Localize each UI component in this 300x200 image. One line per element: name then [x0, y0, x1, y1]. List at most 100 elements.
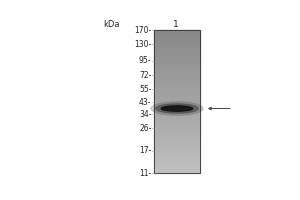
Bar	[154, 106, 200, 107]
Bar	[154, 140, 200, 142]
Bar	[154, 66, 200, 67]
Bar	[154, 70, 200, 72]
Bar	[154, 143, 200, 145]
Bar	[154, 87, 200, 89]
Bar	[154, 129, 200, 130]
Bar	[154, 60, 200, 62]
Text: 26-: 26-	[139, 124, 152, 133]
Bar	[154, 126, 200, 128]
Bar	[154, 139, 200, 140]
Bar	[154, 122, 200, 123]
Bar	[154, 57, 200, 59]
Bar	[154, 105, 200, 106]
Bar	[154, 93, 200, 95]
Bar	[154, 56, 200, 57]
Bar	[154, 165, 200, 166]
Bar	[154, 145, 200, 146]
Bar	[154, 159, 200, 160]
Bar	[154, 113, 200, 115]
Text: 43-: 43-	[139, 98, 152, 107]
Text: 1: 1	[173, 20, 179, 29]
Bar	[154, 112, 200, 113]
Bar	[154, 42, 200, 43]
Bar	[154, 90, 200, 92]
Text: kDa: kDa	[103, 20, 120, 29]
Bar	[154, 100, 200, 102]
Bar	[154, 59, 200, 60]
Bar	[154, 160, 200, 162]
Bar	[154, 76, 200, 77]
Bar	[154, 169, 200, 171]
Bar	[154, 107, 200, 109]
Text: 17-: 17-	[139, 146, 152, 155]
Bar	[154, 171, 200, 172]
Bar	[154, 75, 200, 76]
Bar	[154, 83, 200, 85]
Bar	[154, 162, 200, 163]
Bar	[154, 163, 200, 165]
Text: 11-: 11-	[139, 169, 152, 178]
Bar	[154, 65, 200, 66]
Bar	[154, 62, 200, 63]
Ellipse shape	[156, 104, 198, 113]
Bar	[154, 30, 200, 173]
Bar	[154, 33, 200, 34]
Bar	[154, 130, 200, 132]
Bar	[154, 50, 200, 52]
Text: 95-: 95-	[139, 56, 152, 65]
Bar	[154, 123, 200, 125]
Bar	[154, 82, 200, 83]
Bar	[154, 67, 200, 69]
Bar	[154, 110, 200, 112]
Bar	[154, 116, 200, 118]
Bar	[154, 53, 200, 55]
Bar	[154, 30, 200, 32]
Bar	[154, 138, 200, 139]
Bar	[154, 55, 200, 56]
Bar	[154, 34, 200, 36]
Bar	[154, 52, 200, 53]
Text: 55-: 55-	[139, 85, 152, 94]
Bar	[154, 69, 200, 70]
Bar	[154, 37, 200, 39]
Bar	[154, 149, 200, 150]
Text: 34-: 34-	[139, 110, 152, 119]
Text: 170-: 170-	[134, 26, 152, 35]
Bar	[154, 39, 200, 40]
Bar	[154, 142, 200, 143]
Bar	[154, 92, 200, 93]
Ellipse shape	[161, 106, 193, 111]
Bar	[154, 96, 200, 97]
Bar	[154, 115, 200, 116]
Bar	[154, 153, 200, 155]
Bar	[154, 120, 200, 122]
Bar	[154, 172, 200, 173]
Bar	[154, 95, 200, 96]
Bar	[154, 152, 200, 153]
Bar	[154, 135, 200, 136]
Bar	[154, 73, 200, 75]
Bar	[154, 158, 200, 159]
Text: 72-: 72-	[139, 71, 152, 80]
Bar	[154, 32, 200, 33]
Bar	[154, 49, 200, 50]
Bar	[154, 77, 200, 79]
Bar	[154, 102, 200, 103]
Bar	[154, 85, 200, 86]
Bar	[154, 132, 200, 133]
Bar	[154, 99, 200, 100]
Bar	[154, 148, 200, 149]
Bar	[154, 109, 200, 110]
Bar	[154, 79, 200, 80]
Bar	[154, 103, 200, 105]
Bar	[154, 86, 200, 87]
Bar	[154, 97, 200, 99]
Bar	[154, 125, 200, 126]
Bar	[154, 133, 200, 135]
Bar	[154, 166, 200, 168]
Bar	[154, 128, 200, 129]
Bar	[154, 156, 200, 158]
Ellipse shape	[151, 102, 203, 115]
Bar	[154, 80, 200, 82]
Bar	[154, 47, 200, 49]
